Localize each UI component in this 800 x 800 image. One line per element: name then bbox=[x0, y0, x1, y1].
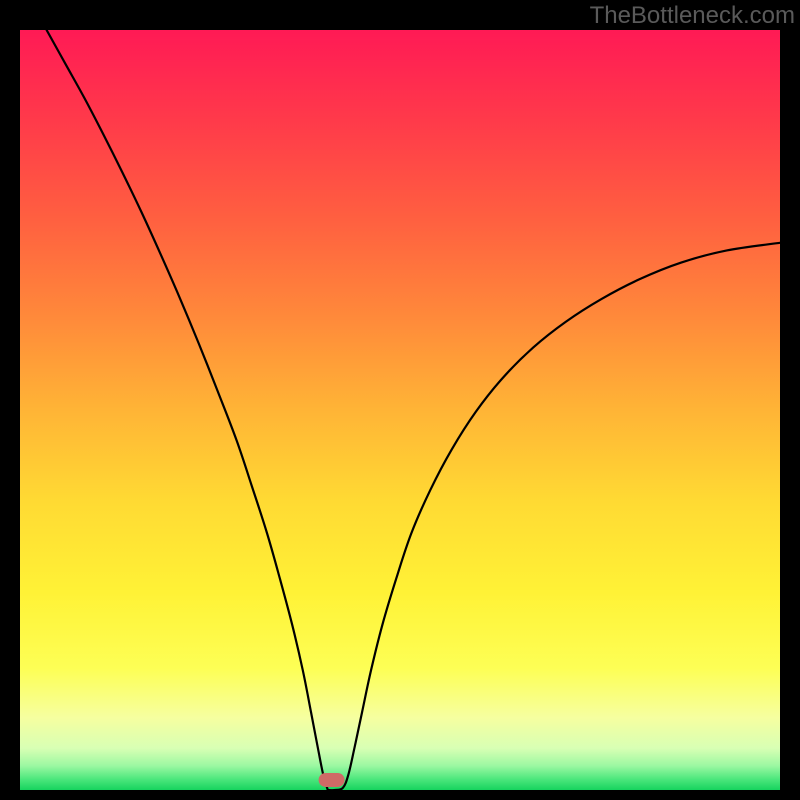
watermark-text: TheBottleneck.com bbox=[590, 2, 795, 30]
bottleneck-marker bbox=[319, 773, 345, 787]
gradient-background bbox=[20, 30, 780, 790]
chart-svg bbox=[20, 30, 780, 790]
chart-frame bbox=[20, 30, 780, 790]
